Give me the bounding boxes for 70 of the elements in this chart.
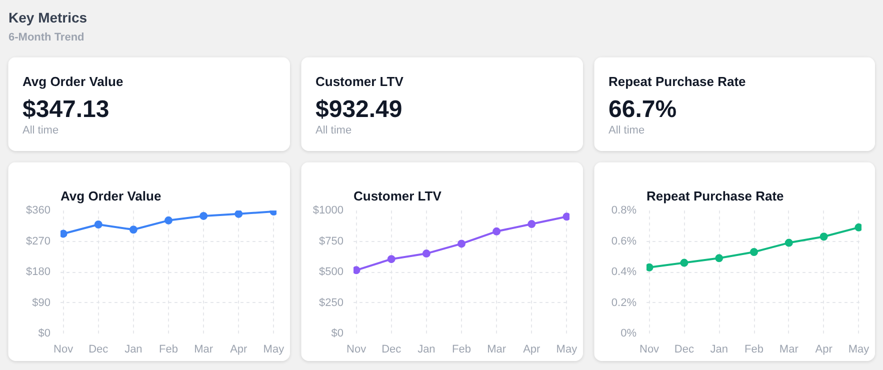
x-tick-label: May <box>263 344 285 356</box>
point <box>562 212 570 221</box>
chart-title: Avg Order Value <box>60 188 162 204</box>
text: All time <box>316 124 352 136</box>
x-tick-label: Feb <box>159 344 178 356</box>
text: Avg Order Value <box>22 74 124 89</box>
point <box>680 258 688 267</box>
text: All time <box>22 124 59 136</box>
text: 66.7% <box>608 96 677 123</box>
x-tick-label: May <box>848 344 870 356</box>
point <box>164 216 172 224</box>
y-tick-label: $0 <box>331 328 344 340</box>
point <box>820 232 828 241</box>
y-tick-label: $500 <box>319 266 344 278</box>
x-tick-label: Jan <box>124 344 142 356</box>
point <box>750 248 758 256</box>
text: Key Metrics <box>8 10 88 26</box>
y-tick-label: 0% <box>620 328 637 340</box>
point <box>784 238 793 247</box>
x-tick-label: Jan <box>418 344 436 356</box>
x-tick-label: Feb <box>744 344 764 356</box>
point <box>60 230 68 238</box>
point <box>234 210 243 218</box>
chart-title: Repeat Purchase Rate <box>646 188 784 204</box>
x-tick-label: Mar <box>779 344 799 356</box>
x-tick-label: May <box>556 344 578 356</box>
chart-title: Customer LTV <box>354 188 442 204</box>
y-tick-label: $750 <box>319 235 344 248</box>
point <box>854 223 862 232</box>
point <box>94 220 102 228</box>
y-tick-label: $0 <box>38 328 51 340</box>
x-tick-label: Jan <box>710 344 728 356</box>
text: All time <box>608 124 645 136</box>
x-tick-label: Apr <box>230 344 248 356</box>
point <box>422 250 430 258</box>
y-tick-label: 0.2% <box>611 296 637 309</box>
point <box>492 227 501 236</box>
y-tick-label: $90 <box>32 296 51 309</box>
x-tick-label: Mar <box>487 344 506 356</box>
x-tick-label: Mar <box>194 344 214 356</box>
text: Repeat Purchase Rate <box>608 74 746 89</box>
y-tick-label: $270 <box>26 235 51 248</box>
x-tick-label: Apr <box>523 344 541 356</box>
point <box>129 226 138 234</box>
x-tick-label: Feb <box>452 344 471 356</box>
point <box>528 220 536 228</box>
text: Customer LTV <box>316 74 404 89</box>
text: 6-Month Trend <box>8 32 84 44</box>
y-tick-label: $1000 <box>312 204 344 216</box>
x-tick-label: Apr <box>815 344 833 356</box>
point <box>354 266 360 274</box>
point <box>715 254 724 262</box>
text: $347.13 <box>22 96 110 123</box>
x-tick-label: Nov <box>54 344 74 356</box>
x-tick-label: Nov <box>640 344 660 356</box>
y-tick-label: $180 <box>26 266 51 278</box>
y-tick-label: 0.6% <box>611 235 637 248</box>
y-tick-label: 0.4% <box>611 266 637 278</box>
point <box>387 255 396 264</box>
x-tick-label: Dec <box>674 344 694 356</box>
y-tick-label: $250 <box>319 296 344 309</box>
y-tick-label: $360 <box>26 204 51 216</box>
text: $932.49 <box>316 96 402 123</box>
point <box>200 212 208 220</box>
x-tick-label: Nov <box>346 344 367 356</box>
x-tick-label: Dec <box>88 344 109 356</box>
point <box>646 263 654 272</box>
x-tick-label: Dec <box>382 344 402 356</box>
y-tick-label: 0.8% <box>611 204 637 216</box>
point <box>458 240 466 248</box>
